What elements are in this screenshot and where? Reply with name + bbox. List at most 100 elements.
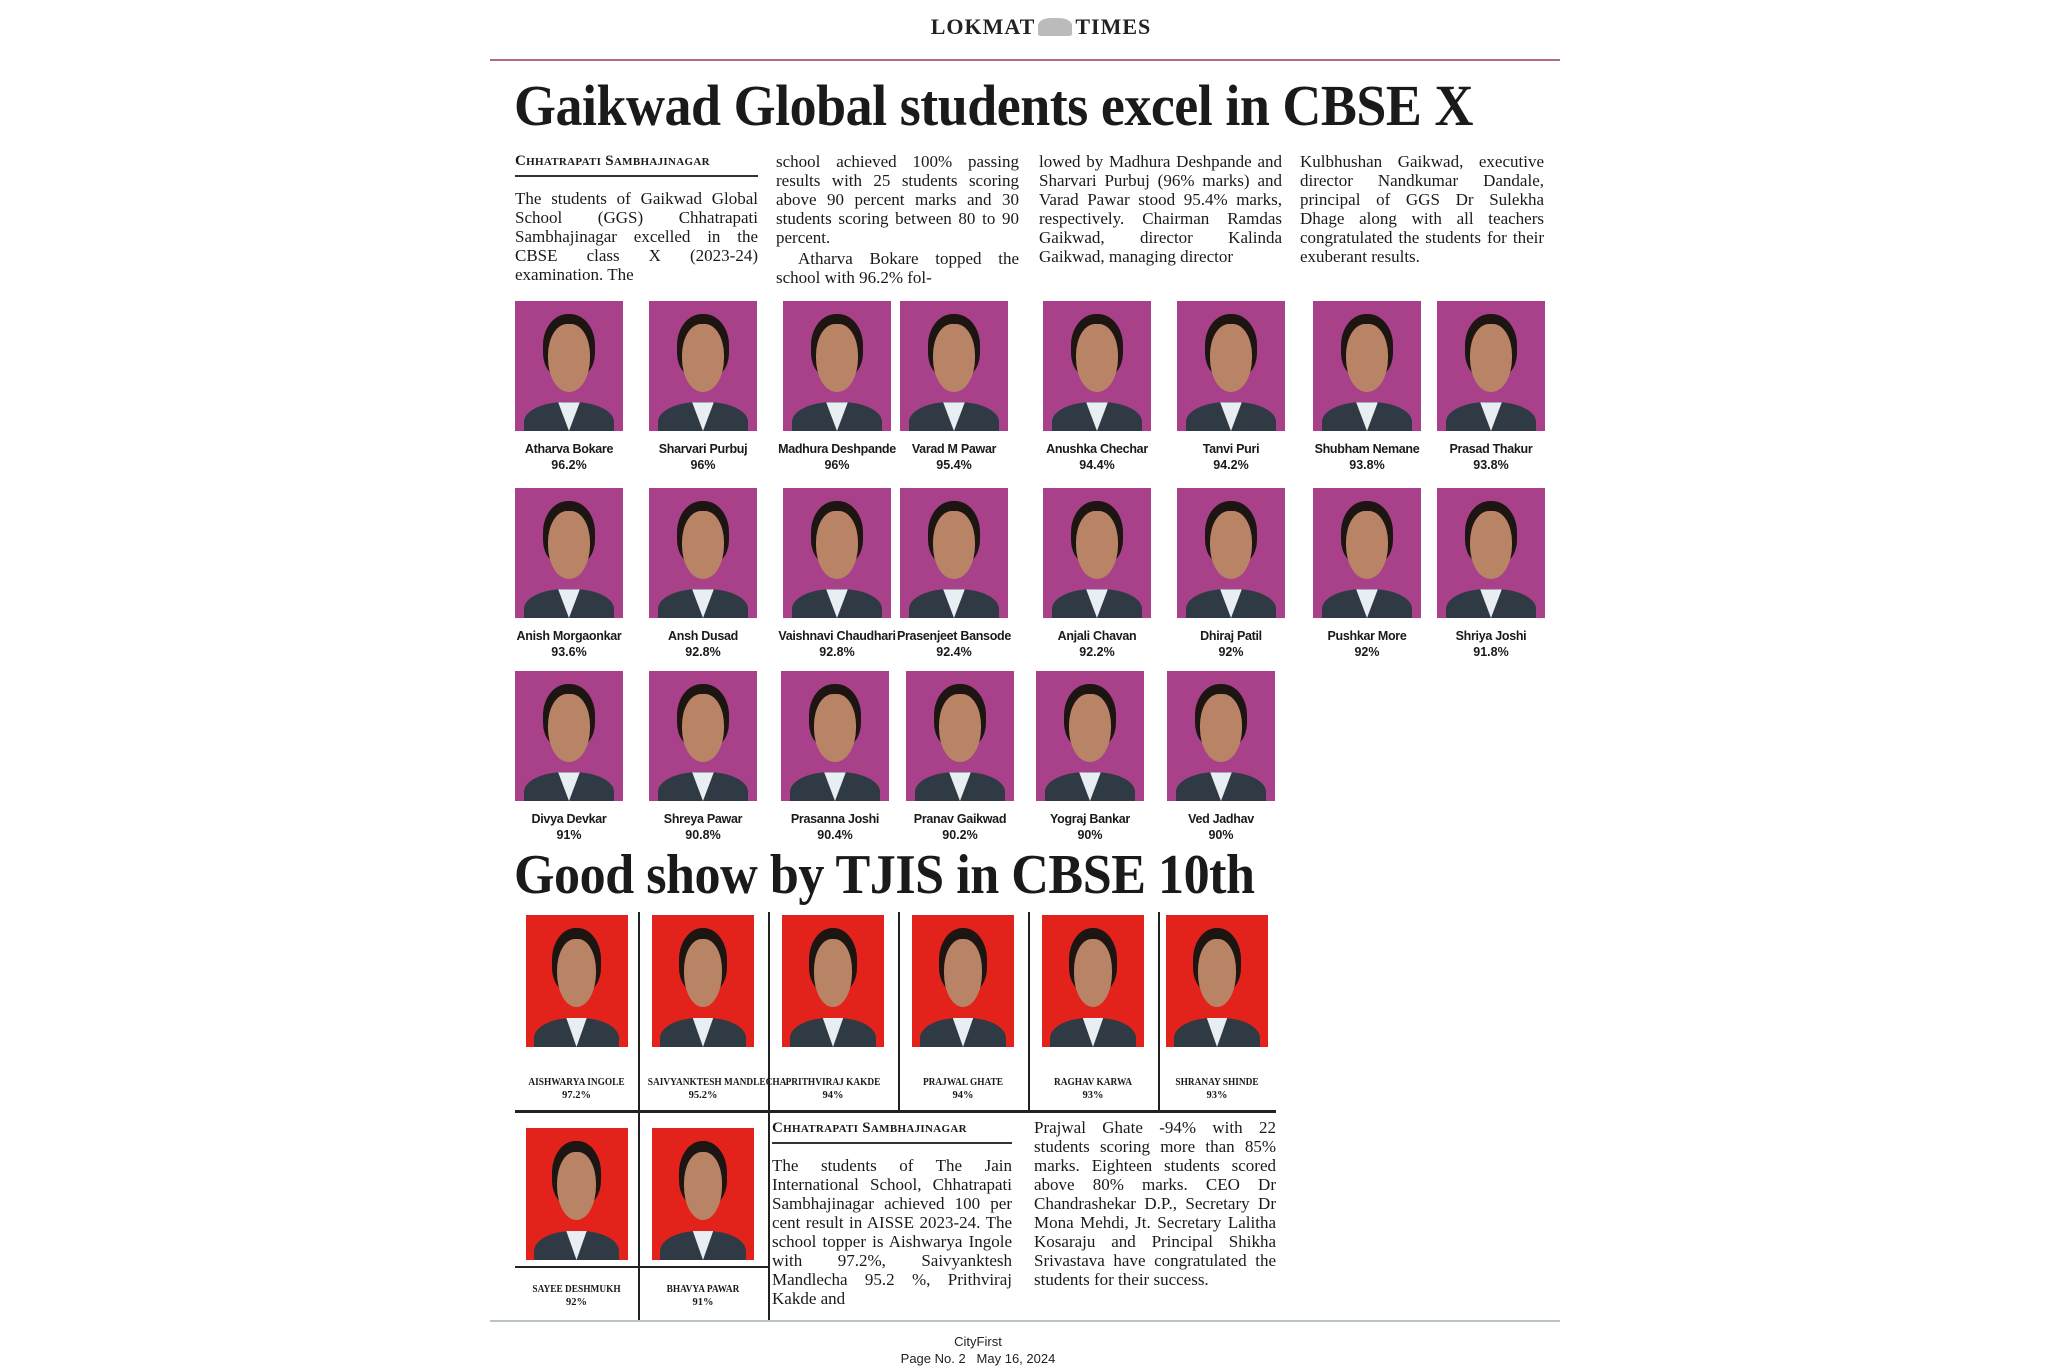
story1-paragraph: Atharva Bokare topped the school with 96… bbox=[776, 249, 1019, 287]
student-card: Pranav Gaikwad 90.2% bbox=[880, 671, 1040, 843]
photo-face bbox=[939, 694, 981, 762]
student-card: Prasenjeet Bansode 92.4% bbox=[874, 488, 1034, 660]
photo-face bbox=[1470, 324, 1512, 392]
photo-face bbox=[814, 694, 856, 762]
story1-column-4: Kulbhushan Gaikwad, executive director N… bbox=[1300, 152, 1544, 266]
photo-face bbox=[1346, 511, 1388, 579]
column-divider bbox=[898, 912, 900, 1112]
student-name: PRAJWAL GHATE bbox=[922, 1076, 1004, 1088]
student-card: Anish Morgaonkar 93.6% bbox=[489, 488, 649, 660]
emblem-icon bbox=[1038, 18, 1073, 36]
story1-column-2: school achieved 100% passing results wit… bbox=[776, 152, 1019, 287]
logo-text-left: LOKMAT bbox=[930, 14, 1036, 39]
student-photo bbox=[783, 301, 891, 431]
student-photo bbox=[1036, 671, 1144, 801]
student-name: Madhura Deshpande bbox=[778, 442, 896, 456]
student-photo bbox=[525, 1128, 628, 1260]
student-score: 94.2% bbox=[1213, 458, 1249, 472]
student-card: Anushka Chechar 94.4% bbox=[1017, 301, 1177, 473]
student-card: Vaishnavi Chaudhari 92.8% bbox=[757, 488, 917, 660]
student-photo bbox=[1043, 301, 1151, 431]
student-name: Divya Devkar bbox=[531, 812, 607, 826]
story2-column-1: Chhatrapati Sambhajinagar The students o… bbox=[772, 1119, 1012, 1308]
student-photo bbox=[652, 1128, 754, 1260]
student-photo bbox=[1177, 488, 1285, 618]
student-card: AISHWARYA INGOLE 97.2% bbox=[515, 915, 638, 1103]
student-name: Yograj Bankar bbox=[1050, 812, 1130, 826]
photo-face bbox=[683, 938, 723, 1008]
student-photo bbox=[1043, 488, 1151, 618]
masthead-logo: LOKMAT TIMES bbox=[0, 14, 2048, 40]
student-photo bbox=[900, 488, 1008, 618]
photo-face bbox=[943, 938, 983, 1008]
story2-headline: Good show by TJIS in CBSE 10th bbox=[514, 844, 1255, 906]
student-card: PRAJWAL GHATE 94% bbox=[898, 915, 1028, 1103]
footer-page: Page No. 2 bbox=[900, 1351, 966, 1366]
student-photo bbox=[1177, 301, 1285, 431]
bottom-rule bbox=[490, 1320, 1560, 1322]
student-card: SAIVYANKTESH MANDLECHA 95.2% bbox=[638, 915, 786, 1103]
student-card: SAYEE DESHMUKH 92% bbox=[515, 1128, 638, 1310]
photo-face bbox=[1076, 511, 1118, 579]
student-score: 91% bbox=[692, 1297, 714, 1308]
student-photo bbox=[1313, 301, 1421, 431]
photo-face bbox=[1470, 511, 1512, 579]
student-card: PRITHVIRAJ KAKDE 94% bbox=[768, 915, 898, 1103]
photo-face bbox=[548, 694, 590, 762]
story2-dateline: Chhatrapati Sambhajinagar bbox=[772, 1119, 1012, 1144]
student-photo bbox=[1042, 915, 1144, 1047]
student-card: Shubham Nemane 93.8% bbox=[1287, 301, 1447, 473]
student-photo bbox=[1437, 301, 1545, 431]
student-card: Anjali Chavan 92.2% bbox=[1017, 488, 1177, 660]
photo-face bbox=[1346, 324, 1388, 392]
student-photo bbox=[649, 488, 757, 618]
story1-paragraph: school achieved 100% passing results wit… bbox=[776, 152, 1019, 247]
photo-face bbox=[933, 324, 975, 392]
student-name: Dhiraj Patil bbox=[1200, 629, 1262, 643]
student-score: 92% bbox=[566, 1297, 587, 1308]
student-photo bbox=[515, 488, 623, 618]
photo-face bbox=[548, 511, 590, 579]
student-card: Shreya Pawar 90.8% bbox=[623, 671, 783, 843]
student-name: PRITHVIRAJ KAKDE bbox=[785, 1076, 881, 1088]
student-card: Shriya Joshi 91.8% bbox=[1411, 488, 1571, 660]
student-score: 91.8% bbox=[1473, 645, 1509, 659]
student-score: 93% bbox=[1082, 1090, 1104, 1101]
student-photo bbox=[525, 915, 628, 1047]
photo-face bbox=[1073, 938, 1113, 1008]
photo-face bbox=[1076, 324, 1118, 392]
student-photo bbox=[515, 301, 623, 431]
student-card: Prasanna Joshi 90.4% bbox=[755, 671, 915, 843]
student-score: 92.8% bbox=[685, 645, 721, 659]
student-name: SHRANAY SHINDE bbox=[1175, 1076, 1259, 1088]
student-name: Atharva Bokare bbox=[524, 442, 614, 456]
student-card: Yograj Bankar 90% bbox=[1010, 671, 1170, 843]
student-score: 96% bbox=[824, 458, 850, 472]
student-score: 90% bbox=[1077, 828, 1103, 842]
student-name: Tanvi Puri bbox=[1202, 442, 1260, 456]
student-name: Prasenjeet Bansode bbox=[896, 629, 1012, 643]
story2-column-2: Prajwal Ghate -94% with 22 students scor… bbox=[1034, 1118, 1276, 1289]
student-name: Sharvari Purbuj bbox=[658, 442, 748, 456]
student-score: 90.8% bbox=[685, 828, 721, 842]
student-name: RAGHAV KARWA bbox=[1053, 1076, 1133, 1088]
photo-face bbox=[683, 1151, 723, 1221]
student-name: AISHWARYA INGOLE bbox=[528, 1076, 625, 1088]
page-footer: CityFirst Page No. 2 May 16, 2024 bbox=[0, 1333, 1956, 1367]
photo-face bbox=[1210, 324, 1252, 392]
photo-face bbox=[816, 511, 858, 579]
photo-face bbox=[1210, 511, 1252, 579]
student-score: 93% bbox=[1206, 1090, 1228, 1101]
story1-paragraph: The students of Gaikwad Global School (G… bbox=[515, 189, 758, 284]
student-score: 95.4% bbox=[936, 458, 972, 472]
student-score: 92% bbox=[1218, 645, 1244, 659]
student-score: 92% bbox=[1354, 645, 1380, 659]
student-photo bbox=[900, 301, 1008, 431]
student-photo bbox=[1166, 915, 1268, 1047]
student-name: Anjali Chavan bbox=[1057, 629, 1137, 643]
student-card: Ved Jadhav 90% bbox=[1141, 671, 1301, 843]
footer-section: CityFirst bbox=[954, 1334, 1002, 1349]
story1-paragraph: lowed by Madhura Deshpande and Sharvari … bbox=[1039, 152, 1282, 266]
photo-face bbox=[1200, 694, 1242, 762]
student-score: 91% bbox=[556, 828, 582, 842]
